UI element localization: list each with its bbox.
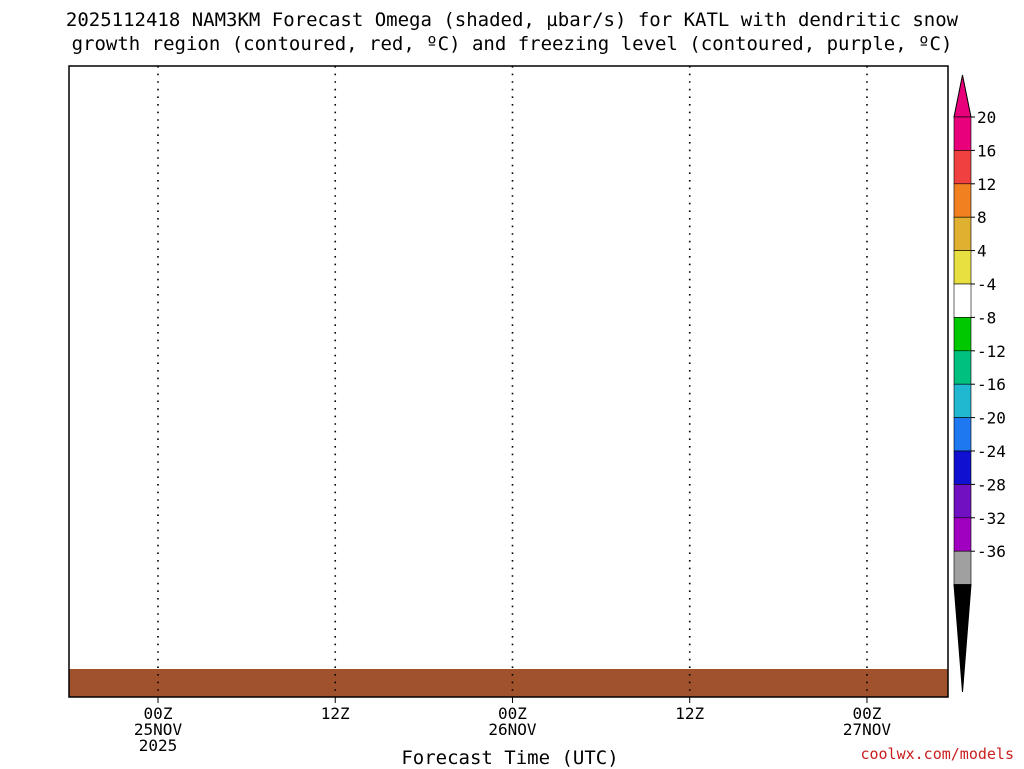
colorbar-label-11: -28 bbox=[977, 475, 1006, 494]
colorbar-label-5: -4 bbox=[977, 275, 996, 294]
x-tick-label-12-1: 12Z bbox=[321, 704, 350, 723]
colorbar-swatch-1 bbox=[953, 150, 972, 185]
colorbar: 20 16 12 8 4 -4 -8 -12 -16 -20 -24 -28 -32 -36 bbox=[953, 74, 1006, 693]
colorbar-swatch-9 bbox=[953, 417, 972, 452]
colorbar-swatch-12 bbox=[953, 517, 972, 552]
colorbar-label-0: 20 bbox=[977, 108, 996, 127]
x-tick-label-36-1: 12Z bbox=[675, 704, 704, 723]
colorbar-swatch-8 bbox=[953, 383, 972, 418]
colorbar-label-8: -16 bbox=[977, 375, 1006, 394]
grid-layer bbox=[157, 66, 868, 697]
colorbar-label-3: 8 bbox=[977, 208, 987, 227]
colorbar-swatch-3 bbox=[953, 216, 972, 251]
x-tick-label-24-2: 26NOV bbox=[488, 720, 537, 739]
colorbar-swatch-13 bbox=[953, 550, 972, 585]
colorbar-label-7: -12 bbox=[977, 342, 1006, 361]
credit-label: coolwx.com/models bbox=[860, 745, 1014, 763]
colorbar-swatch-6 bbox=[953, 317, 972, 352]
x-tick-label-0-3: 2025 bbox=[139, 736, 178, 755]
colorbar-bottom-triangle bbox=[953, 584, 972, 693]
colorbar-label-9: -20 bbox=[977, 409, 1006, 428]
chart-title-line-2: growth region (contoured, red, ºC) and f… bbox=[71, 33, 953, 55]
x-tick-label-48-2: 27NOV bbox=[843, 720, 892, 739]
colorbar-top-triangle bbox=[953, 74, 972, 118]
colorbar-swatch-11 bbox=[953, 484, 972, 519]
colorbar-label-2: 12 bbox=[977, 175, 996, 194]
x-tick-label-24-1: 00Z bbox=[498, 704, 527, 723]
x-tick-label-0-1: 00Z bbox=[144, 704, 173, 723]
colorbar-swatch-7 bbox=[953, 350, 972, 385]
colorbar-swatch-2 bbox=[953, 183, 972, 218]
ground-layer bbox=[69, 669, 948, 697]
colorbar-label-13: -36 bbox=[977, 542, 1006, 561]
colorbar-label-10: -24 bbox=[977, 442, 1006, 461]
x-axis-label: Forecast Time (UTC) bbox=[401, 747, 619, 769]
colorbar-swatch-5 bbox=[953, 283, 972, 318]
colorbar-swatch-0 bbox=[953, 116, 972, 151]
chart-title-line-1: 2025112418 NAM3KM Forecast Omega (shaded… bbox=[65, 9, 959, 31]
x-tick-label-48-1: 00Z bbox=[853, 704, 882, 723]
colorbar-swatch-4 bbox=[953, 250, 972, 285]
x-tick-label-0-2: 25NOV bbox=[134, 720, 183, 739]
colorbar-swatch-10 bbox=[953, 450, 972, 485]
colorbar-label-4: 4 bbox=[977, 242, 987, 261]
colorbar-label-6: -8 bbox=[977, 308, 996, 327]
ground-terrain bbox=[69, 669, 948, 697]
colorbar-label-1: 16 bbox=[977, 141, 996, 160]
colorbar-label-12: -32 bbox=[977, 509, 1006, 528]
plot-frame bbox=[68, 65, 949, 698]
